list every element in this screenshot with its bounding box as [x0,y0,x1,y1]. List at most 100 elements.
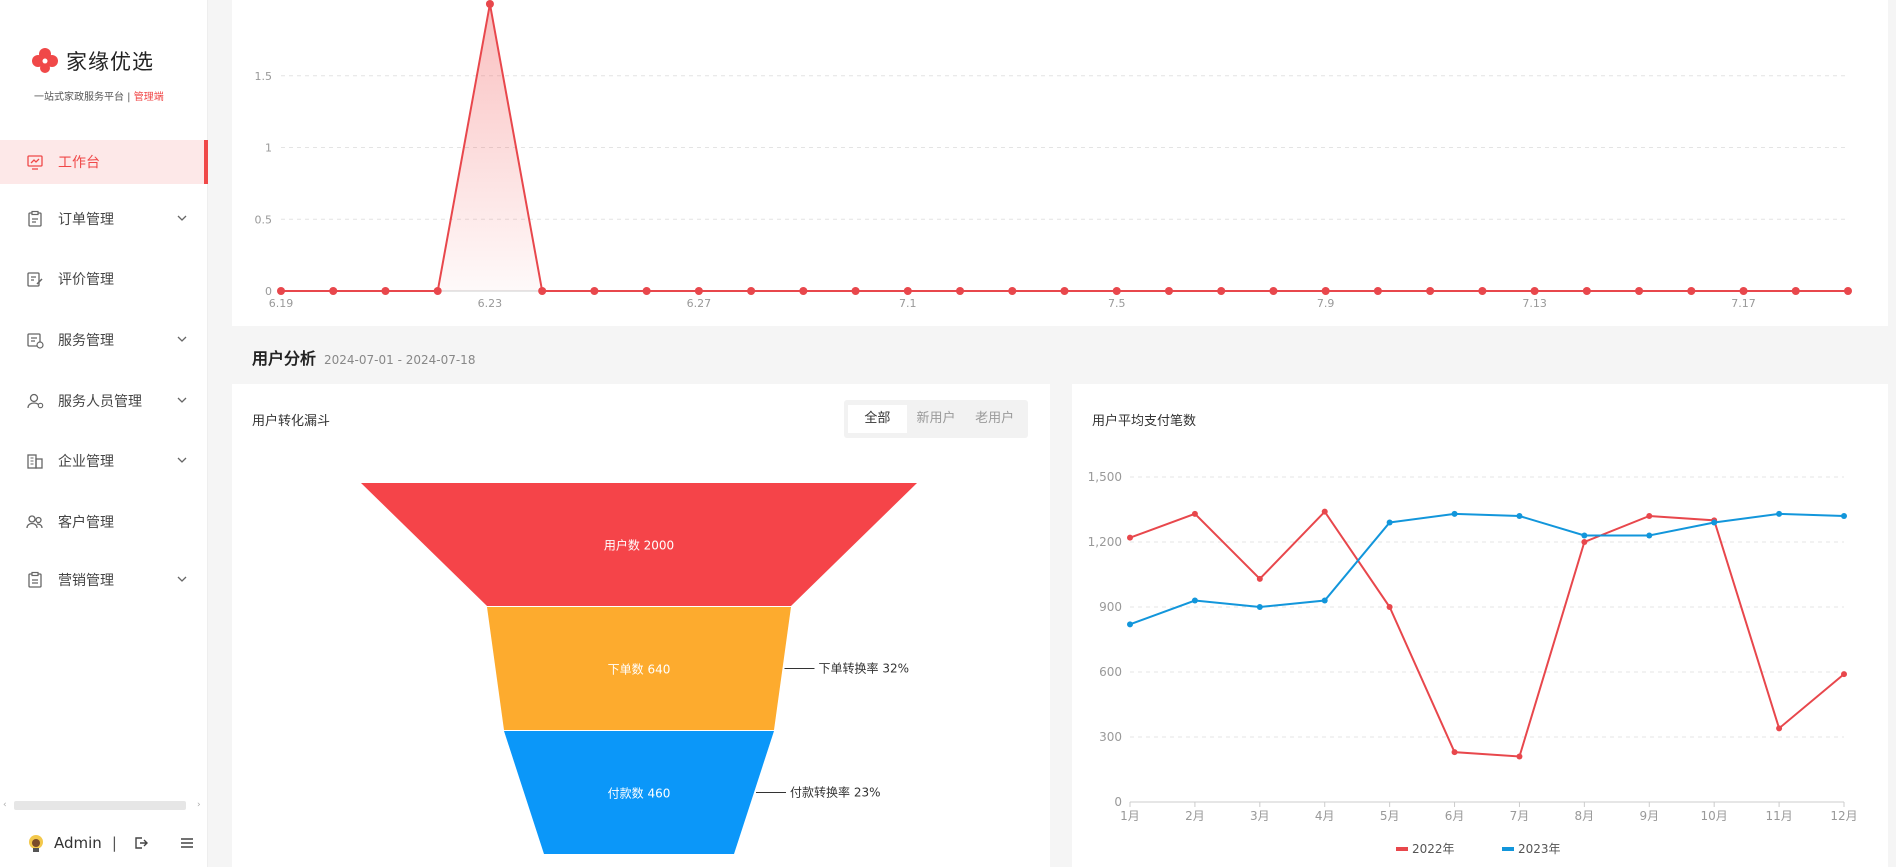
data-point[interactable] [1530,287,1539,295]
data-point[interactable] [1739,287,1748,295]
funnel-chart: 用户数 2000 下单数 640 下单转换率 32% 付款数 460 付款转换率 23% [361,483,917,854]
data-point[interactable] [747,287,756,295]
series-line-2022年 [1129,510,1845,758]
x-tick-label: 4月 [1315,809,1335,823]
data-point[interactable] [1321,597,1328,604]
funnel-stage[interactable] [361,483,917,606]
x-tick-label: 7月 [1510,809,1530,823]
data-point[interactable] [1844,287,1852,295]
data-point[interactable] [903,287,912,295]
data-point[interactable] [1451,749,1458,756]
data-point[interactable] [1582,287,1591,295]
data-point[interactable] [1581,532,1588,539]
data-point[interactable] [1635,287,1644,295]
scroll-left-icon[interactable]: ‹ [3,800,7,810]
tab-old-users[interactable]: 老用户 [975,411,1015,426]
data-point[interactable] [1256,604,1263,610]
data-point[interactable] [851,287,860,295]
data-point[interactable] [1451,510,1458,517]
dashboard-icon [26,153,44,171]
data-point[interactable] [1776,510,1783,517]
legend-label[interactable]: 2022年 [1412,842,1455,856]
sidebar-item-customers[interactable]: 客户管理 [0,500,208,544]
data-point[interactable] [1127,621,1133,628]
service-doc-icon [26,331,44,349]
sidebar-item-services[interactable]: 服务管理 [0,318,208,362]
data-point[interactable] [1191,597,1198,604]
user-separator: | [111,834,117,852]
data-point[interactable] [1373,287,1382,295]
data-point[interactable] [1478,287,1487,295]
y-tick-label: 0.5 [255,213,273,226]
sidebar-item-staff[interactable]: 服务人员管理 [0,379,208,423]
data-point[interactable] [1164,287,1173,295]
sidebar-item-reviews[interactable]: 评价管理 [0,257,208,301]
data-point[interactable] [1008,287,1017,295]
scroll-right-icon[interactable]: › [197,800,201,810]
data-point[interactable] [381,287,390,295]
y-tick-label: 1.5 [255,70,273,83]
chevron-down-icon [176,212,188,228]
tab-new-users[interactable]: 新用户 [916,411,956,426]
tab-all[interactable]: 全部 [848,405,907,433]
data-point[interactable] [694,287,703,295]
x-tick-label: 11月 [1765,809,1792,823]
data-point[interactable] [1776,725,1783,732]
data-point[interactable] [642,287,651,295]
avg-payments-title: 用户平均支付笔数 [1092,414,1197,429]
brand-logo[interactable]: 家缘优选 [30,46,154,76]
data-point[interactable] [1516,753,1523,760]
legend-swatch[interactable] [1502,847,1514,851]
data-point[interactable] [277,287,285,295]
data-point[interactable] [1112,287,1121,295]
sidebar-item-marketing[interactable]: 营销管理 [0,558,208,602]
x-tick-label: 7.1 [899,297,917,310]
funnel-stage[interactable] [504,731,774,854]
data-point[interactable] [1269,287,1278,295]
data-point[interactable] [1060,287,1069,295]
clover-logo-icon [32,48,58,73]
data-point[interactable] [1321,508,1328,515]
data-point[interactable] [1191,510,1198,517]
data-point[interactable] [1841,671,1847,678]
data-point[interactable] [1256,575,1263,582]
data-point[interactable] [1841,513,1847,519]
brand-tagline: 一站式家政服务平台 | 管理端 [34,92,164,103]
data-point[interactable] [1321,287,1330,295]
data-point[interactable] [1386,519,1393,526]
data-point[interactable] [1581,539,1588,545]
avatar[interactable] [26,833,46,853]
data-point[interactable] [1687,287,1696,295]
sidebar-item-label: 企业管理 [58,454,114,470]
data-point[interactable] [538,287,547,295]
logout-icon[interactable] [133,835,149,851]
data-point[interactable] [329,287,338,295]
data-point[interactable] [956,287,965,295]
x-tick-label: 7.5 [1108,297,1126,310]
data-point[interactable] [1711,519,1718,526]
data-point[interactable] [1646,532,1653,539]
data-point[interactable] [1516,513,1523,519]
sidebar-item-label: 营销管理 [58,573,114,589]
data-point[interactable] [1426,287,1435,295]
data-point[interactable] [433,287,442,295]
data-point[interactable] [1791,287,1800,295]
trend-chart-card: 0 0.5 1 1.5 6.19 6.23 6.27 7.1 7.5 7.9 7.13 7.17 [232,0,1888,326]
x-tick-label: 6.27 [687,297,712,310]
legend-swatch[interactable] [1396,847,1408,851]
sidebar-item-orders[interactable]: 订单管理 [0,197,208,241]
sidebar-item-enterprise[interactable]: 企业管理 [0,439,208,483]
data-point[interactable] [590,287,599,295]
menu-toggle-icon[interactable] [179,835,195,851]
data-point[interactable] [1646,513,1653,519]
funnel-stage[interactable] [487,607,791,730]
sidebar-scrollbar[interactable] [14,801,186,810]
data-point[interactable] [1386,604,1393,610]
data-point[interactable] [1217,287,1226,295]
y-tick-label: 1,500 [1088,470,1122,484]
data-point[interactable] [485,0,494,8]
legend-label[interactable]: 2023年 [1518,842,1561,856]
data-point[interactable] [799,287,808,295]
sidebar-item-dashboard[interactable]: 工作台 [0,140,208,184]
data-point[interactable] [1127,534,1133,541]
